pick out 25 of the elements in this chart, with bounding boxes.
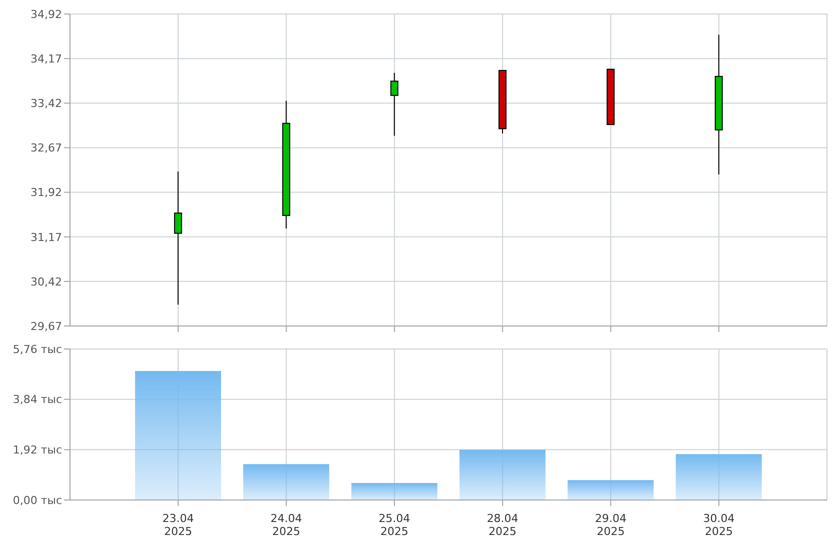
y-tick-label: 34,17	[30, 52, 62, 66]
y-tick-label: 32,67	[30, 142, 62, 155]
x-tick-label: 30.04 2025	[703, 512, 735, 538]
x-tick-label: 24.04 2025	[270, 512, 302, 538]
candlestick	[390, 72, 398, 136]
y-tick-label: 0,00 тыс	[12, 494, 62, 507]
x-tick-label: 25.04 2025	[378, 512, 410, 538]
y-tick-label: 31,17	[30, 230, 62, 244]
bar	[460, 450, 546, 500]
x-tick-label: 28.04 2025	[486, 512, 518, 538]
y-tick-label: 3,84 тыс	[12, 393, 62, 406]
y-tick-label: 31,92	[30, 186, 62, 200]
bar	[676, 454, 762, 500]
y-tick-label: 29,67	[30, 320, 62, 333]
bar	[135, 371, 222, 500]
y-tick-label: 30,42	[30, 275, 62, 288]
x-tick-label: 23.04 2025	[162, 512, 194, 538]
bar	[351, 482, 438, 500]
y-tick-label: 1,92 тыс	[12, 444, 62, 457]
bar	[568, 480, 654, 500]
y-tick-label: 5,76 тыс	[12, 342, 62, 356]
y-tick-label: 33,42	[30, 97, 62, 110]
y-tick-label: 34,92	[30, 8, 62, 21]
x-tick-label: 29.04 2025	[594, 512, 626, 538]
bar	[243, 464, 330, 500]
